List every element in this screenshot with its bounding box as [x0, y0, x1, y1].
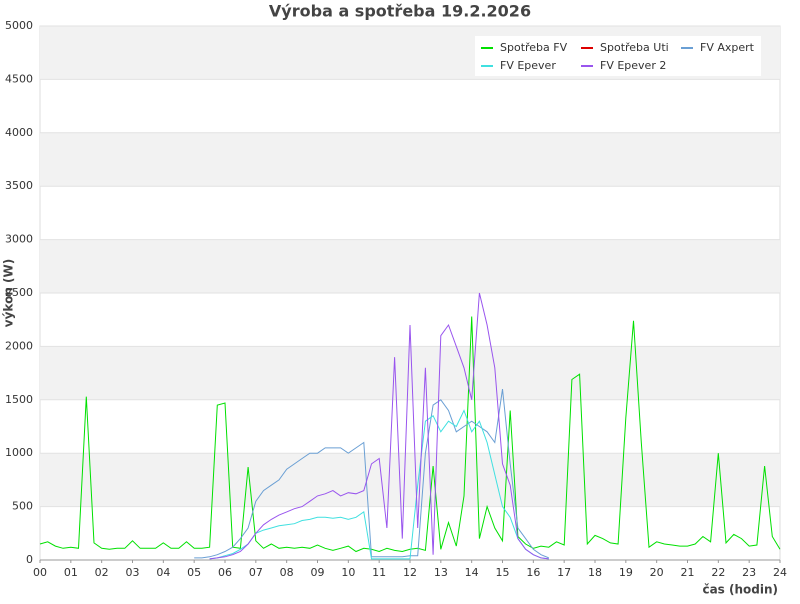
- series-line: [39, 316, 781, 553]
- legend-label: FV Epever 2: [600, 59, 666, 72]
- x-tick-label: 03: [126, 566, 140, 579]
- x-axis-label: čas (hodin): [702, 583, 778, 597]
- y-tick-label: 3500: [5, 179, 33, 192]
- x-tick-label: 24: [773, 566, 787, 579]
- y-tick-label: 500: [12, 500, 33, 513]
- x-tick-label: 07: [249, 566, 263, 579]
- grid-band: [40, 239, 780, 293]
- x-tick-label: 05: [187, 566, 201, 579]
- x-tick-label: 15: [496, 566, 510, 579]
- x-tick-label: 09: [311, 566, 325, 579]
- grid-band: [40, 132, 780, 187]
- legend-label: FV Epever: [500, 59, 556, 72]
- x-tick-label: 13: [434, 566, 448, 579]
- legend-label: Spotřeba FV: [500, 41, 568, 54]
- series-line: [209, 292, 549, 560]
- legend: Spotřeba FV Spotřeba Uti FV Axpert FV Epeve…: [475, 36, 761, 76]
- legend-label: FV Axpert: [700, 41, 755, 54]
- y-tick-label: 2500: [5, 286, 33, 299]
- y-tick-label: 0: [26, 553, 33, 566]
- x-tick-label: 02: [95, 566, 109, 579]
- legend-box: [475, 36, 761, 76]
- x-tick-label: 08: [280, 566, 294, 579]
- y-axis-label: výkon (W): [2, 259, 16, 327]
- y-tick-label: 2000: [5, 339, 33, 352]
- y-tick-label: 4500: [5, 72, 33, 85]
- x-tick-label: 18: [588, 566, 602, 579]
- series-line: [209, 409, 549, 560]
- x-tick-label: 23: [742, 566, 756, 579]
- chart-title: Výroba a spotřeba 19.2.2026: [269, 2, 531, 21]
- y-tick-label: 5000: [5, 19, 33, 32]
- x-tick-label: 16: [526, 566, 540, 579]
- y-tick-label: 1500: [5, 393, 33, 406]
- grid-band: [40, 346, 780, 400]
- x-tick-label: 14: [465, 566, 479, 579]
- x-tick-label: 20: [650, 566, 664, 579]
- x-tick-label: 22: [711, 566, 725, 579]
- x-tick-label: 21: [681, 566, 695, 579]
- x-tick-label: 10: [341, 566, 355, 579]
- x-tick-label: 00: [33, 566, 47, 579]
- lines: [39, 292, 781, 560]
- x-tick-label: 04: [156, 566, 170, 579]
- x-tick-label: 19: [619, 566, 633, 579]
- x-tick-label: 12: [403, 566, 417, 579]
- x-tick-label: 01: [64, 566, 78, 579]
- x-tick-label: 11: [372, 566, 386, 579]
- x-tick-label: 06: [218, 566, 232, 579]
- y-tick-label: 3000: [5, 233, 33, 246]
- legend-label: Spotřeba Uti: [600, 41, 669, 54]
- grid-band: [40, 453, 780, 507]
- y-tick-label: 1000: [5, 446, 33, 459]
- y-tick-label: 4000: [5, 126, 33, 139]
- x-tick-label: 17: [557, 566, 571, 579]
